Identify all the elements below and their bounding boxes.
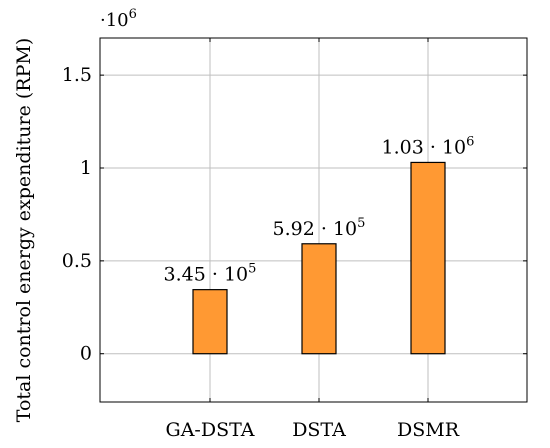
- bar-ga-dsta: [192, 289, 228, 355]
- bar-dsmr: [410, 161, 446, 355]
- x-tick-label: DSMR: [397, 419, 460, 441]
- plot-frame: [99, 37, 528, 403]
- plot-border: [99, 37, 528, 403]
- data-label-dsta: 5.92 · 105: [273, 216, 366, 240]
- y-axis-label: Total control energy expenditure (RPM): [13, 38, 35, 423]
- y-tick-label: 0.5: [62, 250, 92, 272]
- y-tick-label: 0: [80, 343, 92, 365]
- y-tick-label: 1: [80, 157, 92, 179]
- labels: 0 0.5 1 1.5 GA-DSTA DSTA DSMR ·106 3.45 · 105 5.9…: [13, 7, 474, 441]
- bars: [192, 161, 446, 355]
- data-label-ga-dsta: 3.45 · 105: [164, 262, 257, 286]
- x-tick-label: GA-DSTA: [166, 419, 255, 441]
- bar-dsta: [301, 243, 337, 355]
- x-tick-label: DSTA: [292, 419, 346, 441]
- data-label-dsmr: 1.03 · 106: [382, 134, 475, 158]
- y-axis-multiplier: ·106: [100, 7, 137, 31]
- grid-lines: [100, 38, 527, 402]
- y-tick-label: 1.5: [62, 64, 92, 86]
